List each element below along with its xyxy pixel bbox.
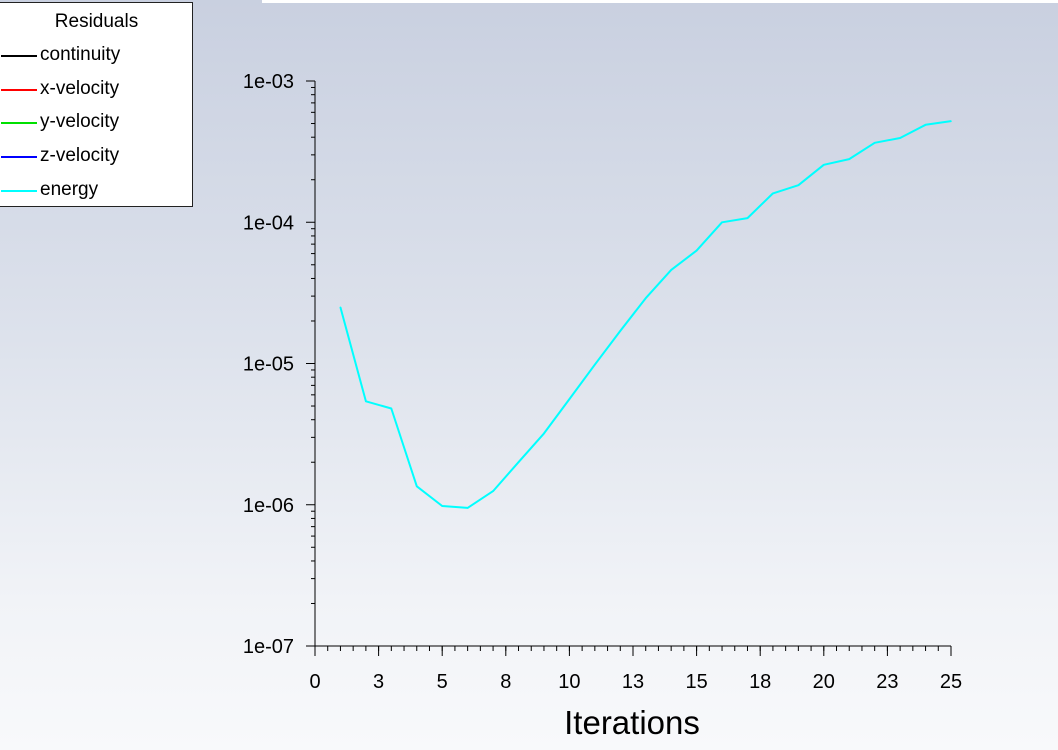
data-point-energy (441, 505, 444, 507)
legend-label-energy: energy (40, 179, 99, 200)
data-point-energy (924, 123, 927, 126)
data-point-energy (644, 297, 647, 299)
x-tick-label: 8 (500, 671, 511, 693)
legend-swatch-x-velocity (1, 89, 37, 91)
top-strip (262, 0, 1058, 3)
x-tick-label: 15 (685, 671, 707, 693)
x-tick-label: 18 (749, 671, 771, 693)
data-point-energy (466, 507, 469, 509)
legend-label-continuity: continuity (40, 44, 121, 65)
data-point-energy (950, 120, 952, 122)
data-point-energy (517, 461, 520, 464)
data-point-energy (873, 142, 876, 144)
legend-title: Residuals (54, 11, 139, 32)
legend-swatch-y-velocity (1, 122, 37, 124)
data-point-energy (568, 398, 571, 400)
y-tick-label: 1e-05 (243, 354, 294, 376)
x-tick-label: 10 (558, 671, 580, 693)
x-tick-label: 13 (622, 671, 644, 693)
x-axis-title: Iterations (564, 704, 700, 741)
data-point-energy (772, 192, 774, 195)
x-tick-label: 20 (813, 671, 835, 693)
legend: Residuals continuity x-velocity y-veloci… (0, 2, 193, 207)
data-point-energy (899, 137, 901, 139)
data-point-energy (415, 485, 418, 488)
data-point-energy (670, 269, 672, 271)
legend-label-y-velocity: y-velocity (40, 111, 120, 132)
legend-swatch-continuity (1, 55, 37, 57)
y-tick-label: 1e-07 (243, 636, 294, 658)
y-tick-label: 1e-06 (243, 495, 294, 517)
x-tick-label: 25 (940, 671, 962, 693)
x-tick-label: 5 (437, 671, 448, 693)
x-tick-label: 23 (876, 671, 898, 693)
data-point-energy (823, 164, 825, 166)
data-point-energy (746, 217, 749, 219)
y-tick-label: 1e-04 (243, 212, 294, 234)
x-tick-label: 0 (309, 671, 320, 693)
data-point-energy (848, 158, 851, 160)
data-point-energy (390, 407, 393, 410)
y-tick-label: 1e-03 (243, 71, 294, 93)
data-point-energy (619, 330, 622, 332)
data-point-energy (543, 432, 545, 435)
legend-swatch-z-velocity (1, 156, 37, 158)
data-point-energy (797, 184, 800, 186)
data-point-energy (695, 249, 698, 252)
data-point-energy (721, 221, 723, 224)
data-point-energy (594, 363, 596, 366)
legend-label-z-velocity: z-velocity (40, 145, 120, 166)
x-tick-label: 3 (373, 671, 384, 693)
data-point-energy (365, 400, 367, 403)
data-point-energy (339, 306, 342, 309)
legend-label-x-velocity: x-velocity (40, 78, 120, 99)
series-line-energy (339, 120, 952, 509)
legend-swatch-energy (1, 190, 37, 192)
axes: 1e-07 1e-06 1e-05 1e-04 1e-03 0 3 5 8 10 13 15 18 20 2… (243, 71, 962, 693)
data-point-energy (492, 490, 494, 492)
series-layer (339, 120, 952, 509)
